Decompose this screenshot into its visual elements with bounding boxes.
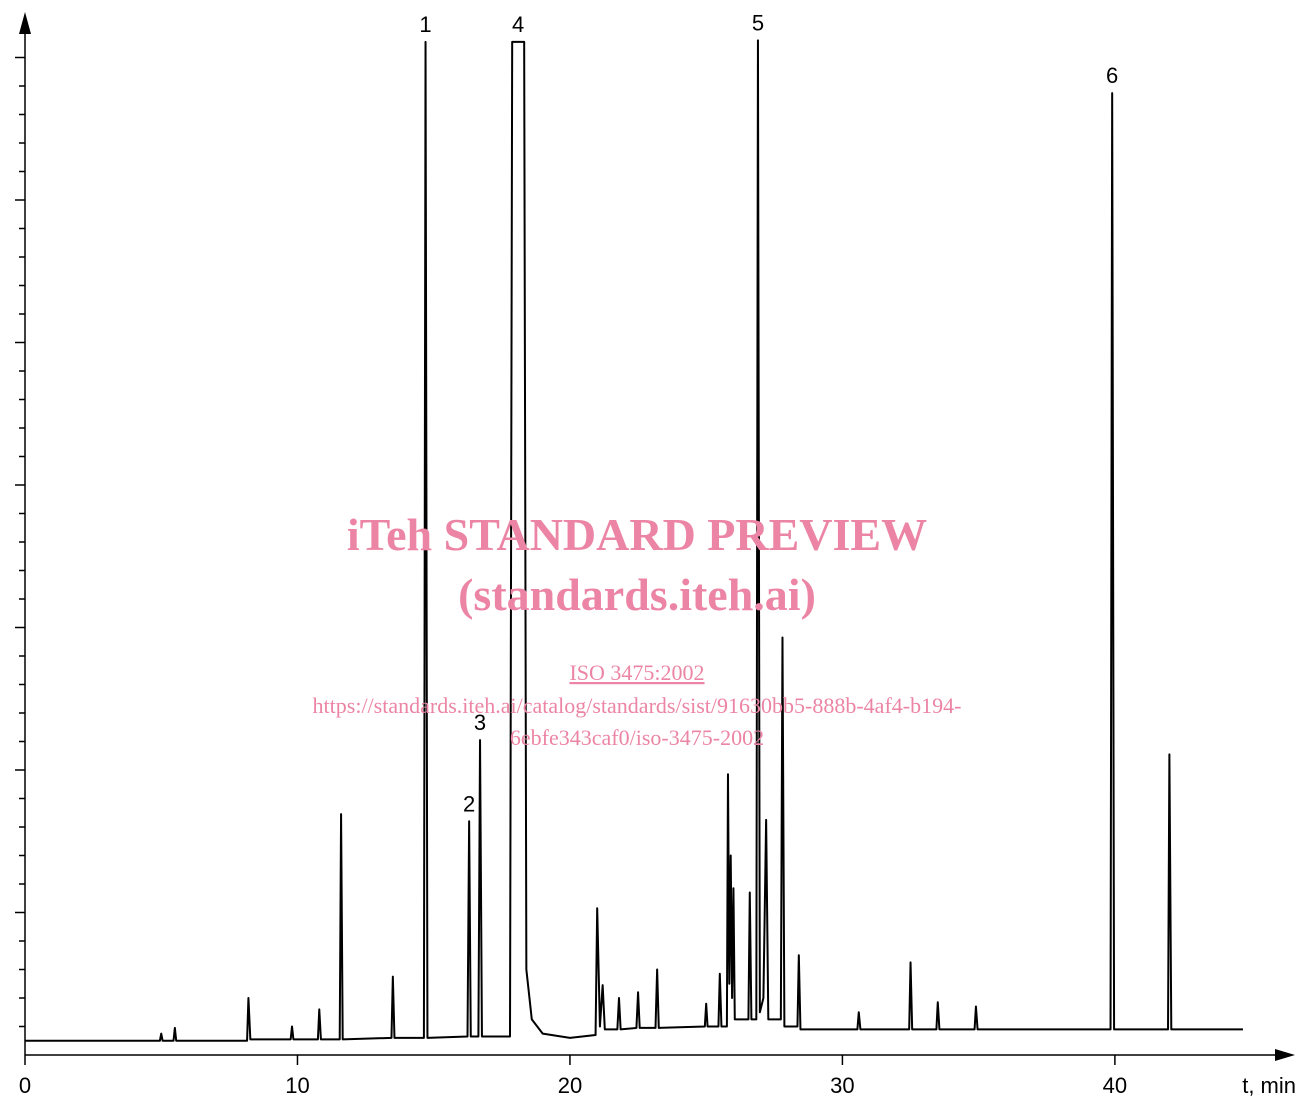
peak-label: 2 <box>463 791 475 816</box>
peak-label: 3 <box>474 710 486 735</box>
x-tick-label: 30 <box>830 1073 854 1098</box>
watermark-subtitle: (standards.iteh.ai) <box>458 569 816 620</box>
peak-label: 5 <box>752 10 764 35</box>
watermark-link[interactable]: ISO 3475:2002 <box>569 660 704 685</box>
peak-label: 6 <box>1106 63 1118 88</box>
peak-label: 4 <box>512 12 524 37</box>
y-axis-arrow <box>19 12 31 34</box>
watermark-url[interactable]: 6ebfe343caf0/iso-3475-2002 <box>510 725 764 750</box>
chromatogram-line <box>25 39 1243 1042</box>
watermark-url[interactable]: https://standards.iteh.ai/catalog/standa… <box>313 693 962 718</box>
x-axis-arrow <box>1275 1049 1295 1061</box>
watermark-title: iTeh STANDARD PREVIEW <box>347 509 927 560</box>
x-tick-label: 0 <box>19 1073 31 1098</box>
x-axis-label: t, min <box>1242 1073 1296 1098</box>
watermark: iTeh STANDARD PREVIEW (standards.iteh.ai… <box>313 509 962 750</box>
x-tick-label: 10 <box>285 1073 309 1098</box>
x-tick-label: 20 <box>558 1073 582 1098</box>
peak-label: 1 <box>419 12 431 37</box>
x-tick-label: 40 <box>1103 1073 1127 1098</box>
